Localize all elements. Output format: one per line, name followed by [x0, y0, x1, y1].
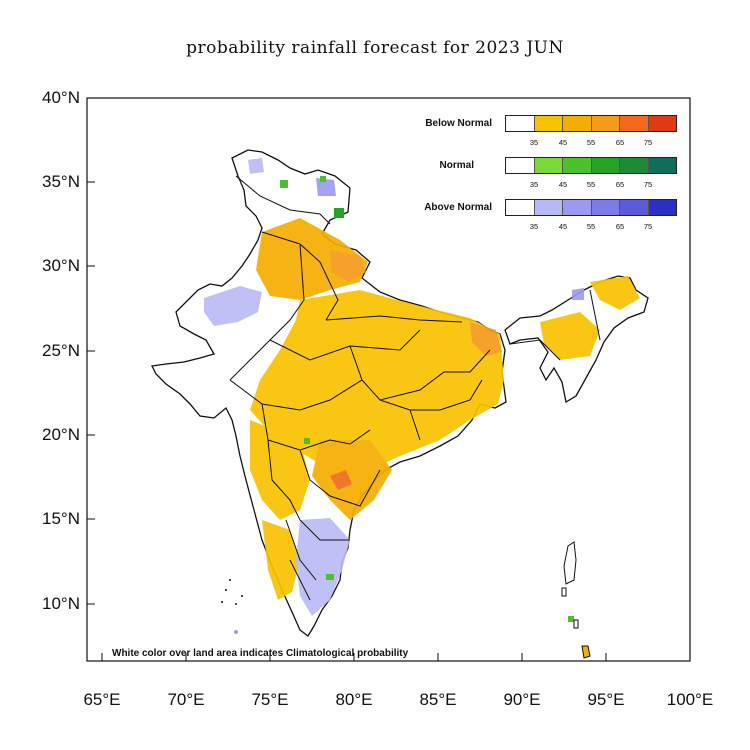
legend-swatch — [562, 158, 591, 173]
above-normal-shading — [204, 158, 584, 616]
legend-above-normal-bar — [505, 199, 677, 216]
legend-tick-label: 45 — [558, 180, 568, 189]
lon-tick-label: 65°E — [83, 690, 121, 709]
legend-normal-title: Normal — [439, 160, 474, 171]
legend-swatch — [562, 116, 591, 131]
legend-swatch — [590, 116, 619, 131]
normal-shading — [280, 176, 574, 622]
legend-tick-label: 35 — [529, 180, 539, 189]
legend-swatch — [619, 200, 648, 215]
legend-tick-label: 55 — [586, 222, 596, 231]
lon-tick-label: 80°E — [335, 690, 373, 709]
axis-ticks — [87, 97, 691, 661]
legend-tick-label: 55 — [586, 180, 596, 189]
climatology-note: White color over land area indicates Cli… — [112, 648, 409, 659]
andaman-islands — [561, 541, 591, 659]
legend-tick-label: 55 — [586, 138, 596, 147]
lon-tick-label: 85°E — [419, 690, 457, 709]
lat-tick-label: 30°N — [42, 256, 80, 275]
legend-below-normal-bar — [505, 115, 677, 132]
legend-tick-label: 75 — [643, 222, 653, 231]
legend-tick-label: 45 — [558, 222, 568, 231]
legend-above-normal-title: Above Normal — [424, 202, 492, 213]
legend-swatch — [562, 200, 591, 215]
legend-below-normal-title: Below Normal — [425, 118, 492, 129]
lat-tick-label: 10°N — [42, 594, 80, 613]
legend-tick-label: 75 — [643, 180, 653, 189]
state-boundaries — [229, 175, 601, 601]
lon-tick-label: 100°E — [666, 690, 714, 709]
lat-tick-label: 25°N — [42, 341, 80, 360]
lakshadweep-islands — [221, 579, 243, 634]
lon-tick-label: 95°E — [587, 690, 625, 709]
legend-swatch — [647, 200, 676, 215]
lat-tick-label: 15°N — [42, 509, 80, 528]
legend-swatch — [647, 158, 676, 173]
legend-tick-label: 65 — [615, 180, 625, 189]
lat-tick-label: 35°N — [42, 172, 80, 191]
legend-swatch — [590, 158, 619, 173]
legend-normal-bar — [505, 157, 677, 174]
legend-swatch — [533, 158, 562, 173]
lon-tick-label: 75°E — [251, 690, 289, 709]
below-normal-shading — [250, 218, 640, 600]
legend-tick-label: 65 — [615, 222, 625, 231]
legend-swatch — [647, 116, 676, 131]
lat-tick-label: 40°N — [42, 88, 80, 107]
legend-swatch — [506, 200, 534, 215]
legend-swatch — [506, 116, 534, 131]
legend-swatch — [533, 200, 562, 215]
lat-tick-label: 20°N — [42, 425, 80, 444]
legend-tick-label: 35 — [529, 222, 539, 231]
legend-swatch — [619, 158, 648, 173]
map-title: probability rainfall forecast for 2023 J… — [186, 38, 564, 58]
legend-swatch — [590, 200, 619, 215]
legend-tick-label: 75 — [643, 138, 653, 147]
lon-tick-label: 70°E — [167, 690, 205, 709]
legend-tick-label: 35 — [529, 138, 539, 147]
legend-tick-label: 65 — [615, 138, 625, 147]
legend-tick-label: 45 — [558, 138, 568, 147]
legend-swatch — [506, 158, 534, 173]
legend-swatch — [619, 116, 648, 131]
lon-tick-label: 90°E — [503, 690, 541, 709]
legend-swatch — [533, 116, 562, 131]
